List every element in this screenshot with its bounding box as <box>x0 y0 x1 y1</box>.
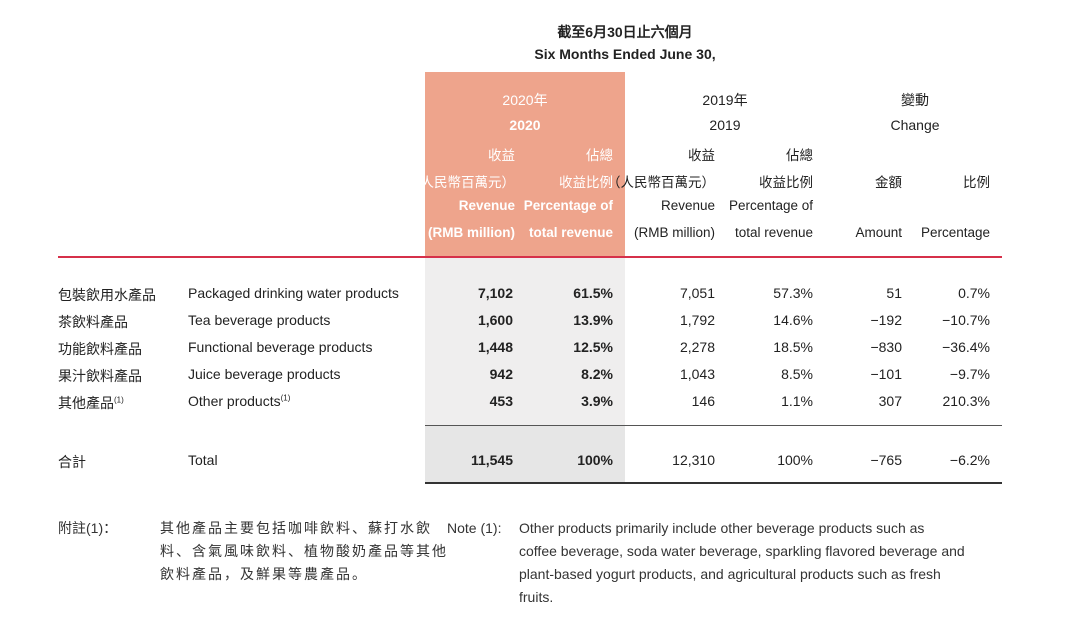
row-label-en: Tea beverage products <box>188 312 331 328</box>
percentage-cell: −36.4% <box>942 339 990 355</box>
year-2019-zh: 2019年 <box>702 92 748 108</box>
rev20-en1: Revenue <box>458 198 515 213</box>
note-zh-label: 附註(1)： <box>58 520 118 536</box>
rev20-en2: (RMB million) <box>428 225 515 240</box>
note-en-label: Note (1): <box>447 520 502 536</box>
note-en-line: Other products primarily include other b… <box>519 520 925 536</box>
amount-zh: 金額 <box>875 175 902 190</box>
total-percentage: −6.2% <box>949 452 990 468</box>
pct20-en1: Percentage of <box>523 198 613 213</box>
pct19-zh1: 佔總 <box>786 148 813 163</box>
rev20-cell: 1,448 <box>477 339 513 355</box>
pct19-en1: Percentage of <box>728 198 813 213</box>
year-2019-en: 2019 <box>709 117 741 133</box>
row-label-en: Functional beverage products <box>188 339 373 355</box>
amount-cell: −830 <box>870 339 902 355</box>
period-zh: 截至6月30日止六個月 <box>557 24 693 40</box>
row-label-zh: 包裝飲用水產品 <box>58 287 156 303</box>
rev20-cell: 942 <box>489 366 513 382</box>
pct19-zh2: 收益比例 <box>759 175 813 190</box>
pct20-cell: 8.2% <box>581 366 613 382</box>
total-rev20: 11,545 <box>470 452 513 468</box>
rev19-cell: 2,278 <box>679 339 715 355</box>
total-label-en: Total <box>188 452 218 468</box>
pct20-cell: 3.9% <box>581 393 613 409</box>
pct20-en2: total revenue <box>528 225 613 240</box>
pct19-cell: 14.6% <box>773 312 813 328</box>
row-label-zh: 果汁飲料產品 <box>58 368 142 384</box>
rev19-en2: (RMB million) <box>634 225 715 240</box>
pct19-cell: 18.5% <box>773 339 813 355</box>
note-en-line: fruits. <box>519 589 554 605</box>
rev20-cell: 453 <box>489 393 513 409</box>
highlight-2020-total <box>425 425 625 483</box>
rev20-cell: 7,102 <box>477 285 513 301</box>
row-label-zh: 其他產品(1) <box>58 395 124 411</box>
change-zh: 變動 <box>901 92 929 108</box>
total-label-zh: 合計 <box>58 454 86 470</box>
row-label-zh: 功能飲料產品 <box>58 341 142 357</box>
total-pct20: 100% <box>577 452 613 468</box>
ratio-en: Percentage <box>920 225 990 240</box>
total-divider <box>425 425 1002 426</box>
pct20-cell: 13.9% <box>573 312 613 328</box>
rev20-cell: 1,600 <box>477 312 513 328</box>
rev19-cell: 7,051 <box>679 285 715 301</box>
total-rev19: 12,310 <box>672 452 715 468</box>
highlight-2020-header <box>425 72 625 258</box>
pct19-cell: 57.3% <box>773 285 813 301</box>
year-2020-zh: 2020年 <box>502 92 548 108</box>
note-en-line: coffee beverage, soda water beverage, sp… <box>519 543 965 559</box>
amount-cell: −192 <box>870 312 902 328</box>
rev19-cell: 1,043 <box>679 366 715 382</box>
pct20-cell: 12.5% <box>573 339 613 355</box>
row-label-en: Other products(1) <box>188 393 291 409</box>
row-label-en: Packaged drinking water products <box>188 285 399 301</box>
percentage-cell: −10.7% <box>942 312 990 328</box>
pct19-cell: 1.1% <box>781 393 813 409</box>
amount-cell: 51 <box>886 285 902 301</box>
rev19-zh1: 收益 <box>688 148 715 163</box>
pct20-zh1: 佔總 <box>586 148 613 163</box>
rev19-zh2: （人民幣百萬元） <box>607 175 715 190</box>
amount-en: Amount <box>855 225 902 240</box>
pct19-en2: total revenue <box>734 225 813 240</box>
highlight-2020-body <box>425 258 625 425</box>
rev19-cell: 1,792 <box>679 312 715 328</box>
amount-cell: −101 <box>870 366 902 382</box>
ratio-zh: 比例 <box>963 175 990 190</box>
header-divider <box>58 256 1002 258</box>
period-en: Six Months Ended June 30, <box>534 46 716 62</box>
rev19-en1: Revenue <box>660 198 715 213</box>
total-pct19: 100% <box>777 452 813 468</box>
change-en: Change <box>890 117 940 133</box>
note-zh-line: 飲料產品，及鮮果等農產品。 <box>160 566 368 582</box>
rev20-zh2: （人民幣百萬元） <box>407 175 515 190</box>
percentage-cell: −9.7% <box>949 366 990 382</box>
pct20-zh2: 收益比例 <box>559 175 613 190</box>
note-en-line: plant-based yogurt products, and agricul… <box>519 566 941 582</box>
bottom-rule <box>425 482 1002 484</box>
year-2020-en: 2020 <box>509 117 541 133</box>
row-label-en: Juice beverage products <box>188 366 341 382</box>
amount-cell: 307 <box>878 393 902 409</box>
percentage-cell: 0.7% <box>958 285 990 301</box>
note-zh-line: 其他產品主要包括咖啡飲料、蘇打水飲 <box>160 520 432 536</box>
total-amount: −765 <box>870 452 902 468</box>
pct20-cell: 61.5% <box>573 285 613 301</box>
note-zh-line: 料、含氣風味飲料、植物酸奶產品等其他 <box>160 543 448 559</box>
row-label-zh: 茶飲料產品 <box>58 314 128 330</box>
rev19-cell: 146 <box>691 393 715 409</box>
pct19-cell: 8.5% <box>781 366 813 382</box>
rev20-zh1: 收益 <box>488 148 515 163</box>
percentage-cell: 210.3% <box>942 393 990 409</box>
